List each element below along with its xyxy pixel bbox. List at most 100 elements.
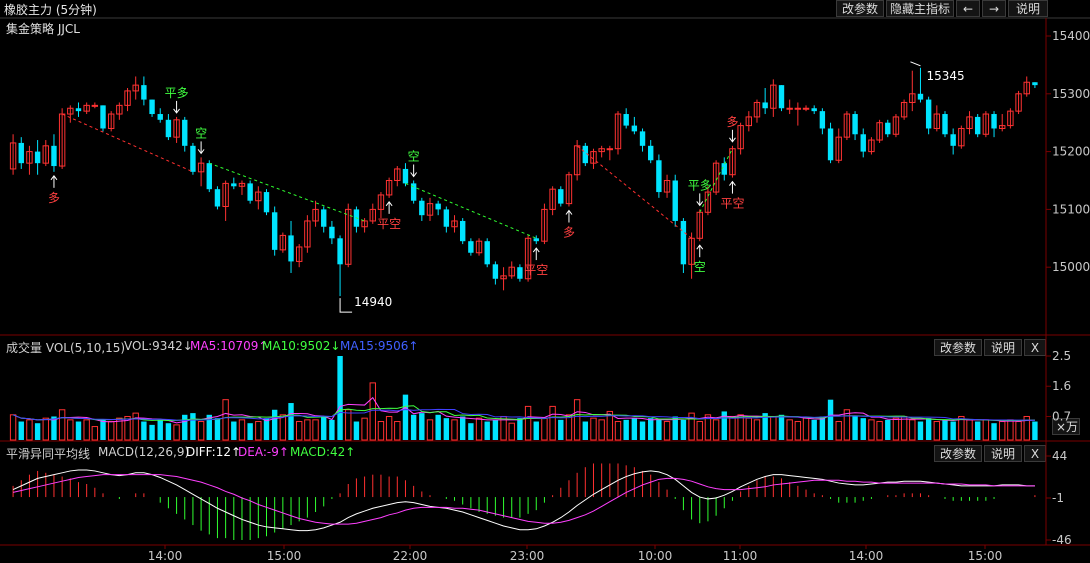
volume-bar bbox=[42, 417, 49, 441]
signal-arrow-head bbox=[532, 247, 540, 253]
volume-bar bbox=[721, 411, 727, 440]
candle-body bbox=[329, 226, 335, 239]
candle-body bbox=[238, 182, 246, 187]
candle-body bbox=[802, 107, 810, 110]
candle-body bbox=[623, 114, 629, 126]
volume-bar bbox=[680, 419, 687, 440]
candle-body bbox=[255, 191, 262, 202]
candle-body bbox=[860, 134, 866, 152]
candle-body bbox=[304, 220, 311, 248]
candle-body bbox=[173, 119, 180, 138]
candle-body bbox=[247, 183, 253, 201]
volume-bar bbox=[696, 421, 703, 441]
candle-body bbox=[26, 151, 33, 164]
macd-params-button[interactable]: 改参数 bbox=[934, 445, 982, 462]
candles-group bbox=[9, 67, 1038, 297]
price-axis-label: 15000 bbox=[1052, 260, 1090, 274]
signal-arrow-head bbox=[729, 137, 736, 143]
volume-bar bbox=[688, 412, 695, 441]
volume-bar bbox=[1015, 421, 1022, 441]
volume-bar bbox=[1007, 419, 1014, 441]
signal-label: 平多 bbox=[165, 86, 189, 100]
help-button[interactable]: 说明 bbox=[1008, 0, 1048, 17]
candle-body bbox=[271, 212, 278, 250]
candle-body bbox=[541, 208, 548, 242]
volume-ma15: MA15:9506↑ bbox=[340, 339, 419, 353]
candle-body bbox=[443, 209, 450, 227]
candle-body bbox=[565, 174, 573, 205]
hide-main-indicator-button[interactable]: 隐藏主指标 bbox=[886, 0, 954, 17]
signal-arrow-head bbox=[50, 174, 58, 181]
candle-body bbox=[917, 93, 924, 100]
prev-arrow-button[interactable]: ← bbox=[956, 0, 980, 17]
volume-bar bbox=[182, 414, 188, 440]
signal-label: 空 bbox=[694, 260, 706, 274]
candle-body bbox=[116, 104, 123, 115]
volume-bar bbox=[802, 417, 810, 441]
volume-ma5: MA5:10709↑ bbox=[190, 339, 269, 353]
macd-hist-value: MACD:42↑ bbox=[290, 445, 356, 459]
volume-bar bbox=[369, 382, 376, 441]
candle-body bbox=[190, 145, 196, 172]
volume-bar bbox=[435, 414, 441, 440]
volume-bar bbox=[231, 421, 237, 440]
candle-body bbox=[492, 264, 499, 279]
volume-unit-button[interactable]: ×万 bbox=[1052, 418, 1080, 435]
candle-body bbox=[419, 200, 425, 216]
volume-bar bbox=[656, 419, 662, 440]
candle-body bbox=[909, 93, 916, 103]
macd-axis-label: -1 bbox=[1052, 491, 1064, 505]
time-axis-label: 10:00 bbox=[638, 549, 673, 563]
candle-body bbox=[124, 90, 131, 106]
volume-bar bbox=[116, 417, 123, 441]
candle-body bbox=[590, 151, 597, 164]
volume-ma5-line bbox=[12, 396, 1035, 424]
volume-value: VOL:9342↓ bbox=[124, 339, 193, 353]
volume-bar bbox=[132, 412, 139, 441]
signal-arrow-head bbox=[385, 201, 393, 207]
volume-bar bbox=[443, 418, 450, 440]
time-axis-label: 11:00 bbox=[723, 549, 758, 563]
volume-axis-label: 2.5 bbox=[1052, 349, 1071, 363]
candle-body bbox=[991, 114, 997, 129]
volume-bar bbox=[58, 409, 66, 441]
macd-help-button[interactable]: 说明 bbox=[984, 445, 1022, 462]
volume-bar bbox=[974, 421, 981, 440]
volume-bar bbox=[925, 418, 932, 440]
price-axis-label: 15200 bbox=[1052, 145, 1090, 159]
params-button[interactable]: 改参数 bbox=[836, 0, 884, 17]
candle-body bbox=[966, 116, 973, 129]
volume-bar bbox=[377, 421, 385, 441]
volume-bar bbox=[950, 421, 956, 440]
volume-bar bbox=[83, 419, 90, 441]
signal-trend-line bbox=[405, 182, 537, 239]
candle-body bbox=[500, 275, 507, 280]
volume-bar bbox=[892, 417, 900, 441]
macd-axis-label: -46 bbox=[1052, 533, 1072, 547]
time-axis-label: 22:00 bbox=[393, 549, 428, 563]
high-marker-line bbox=[910, 61, 921, 67]
candle-body bbox=[18, 142, 24, 164]
volume-bar bbox=[279, 414, 287, 441]
candle-body bbox=[533, 238, 539, 242]
volume-bar bbox=[819, 416, 826, 440]
volume-help-button[interactable]: 说明 bbox=[984, 339, 1022, 356]
volume-params-button[interactable]: 改参数 bbox=[934, 339, 982, 356]
candle-body bbox=[942, 114, 948, 135]
volume-bar bbox=[1023, 415, 1030, 441]
signal-arrow-head bbox=[729, 180, 736, 186]
volume-bar bbox=[124, 415, 131, 441]
volume-bar bbox=[141, 421, 147, 440]
candle-body bbox=[435, 203, 441, 210]
candle-body bbox=[688, 237, 695, 265]
candle-body bbox=[762, 102, 768, 109]
candle-body bbox=[712, 162, 720, 193]
volume-bar bbox=[410, 414, 417, 440]
next-arrow-button[interactable]: → bbox=[982, 0, 1006, 17]
volume-bar bbox=[524, 405, 532, 441]
candle-body bbox=[484, 241, 490, 265]
volume-bar bbox=[778, 414, 785, 440]
volume-bar bbox=[26, 419, 33, 441]
candle-body bbox=[524, 237, 532, 280]
